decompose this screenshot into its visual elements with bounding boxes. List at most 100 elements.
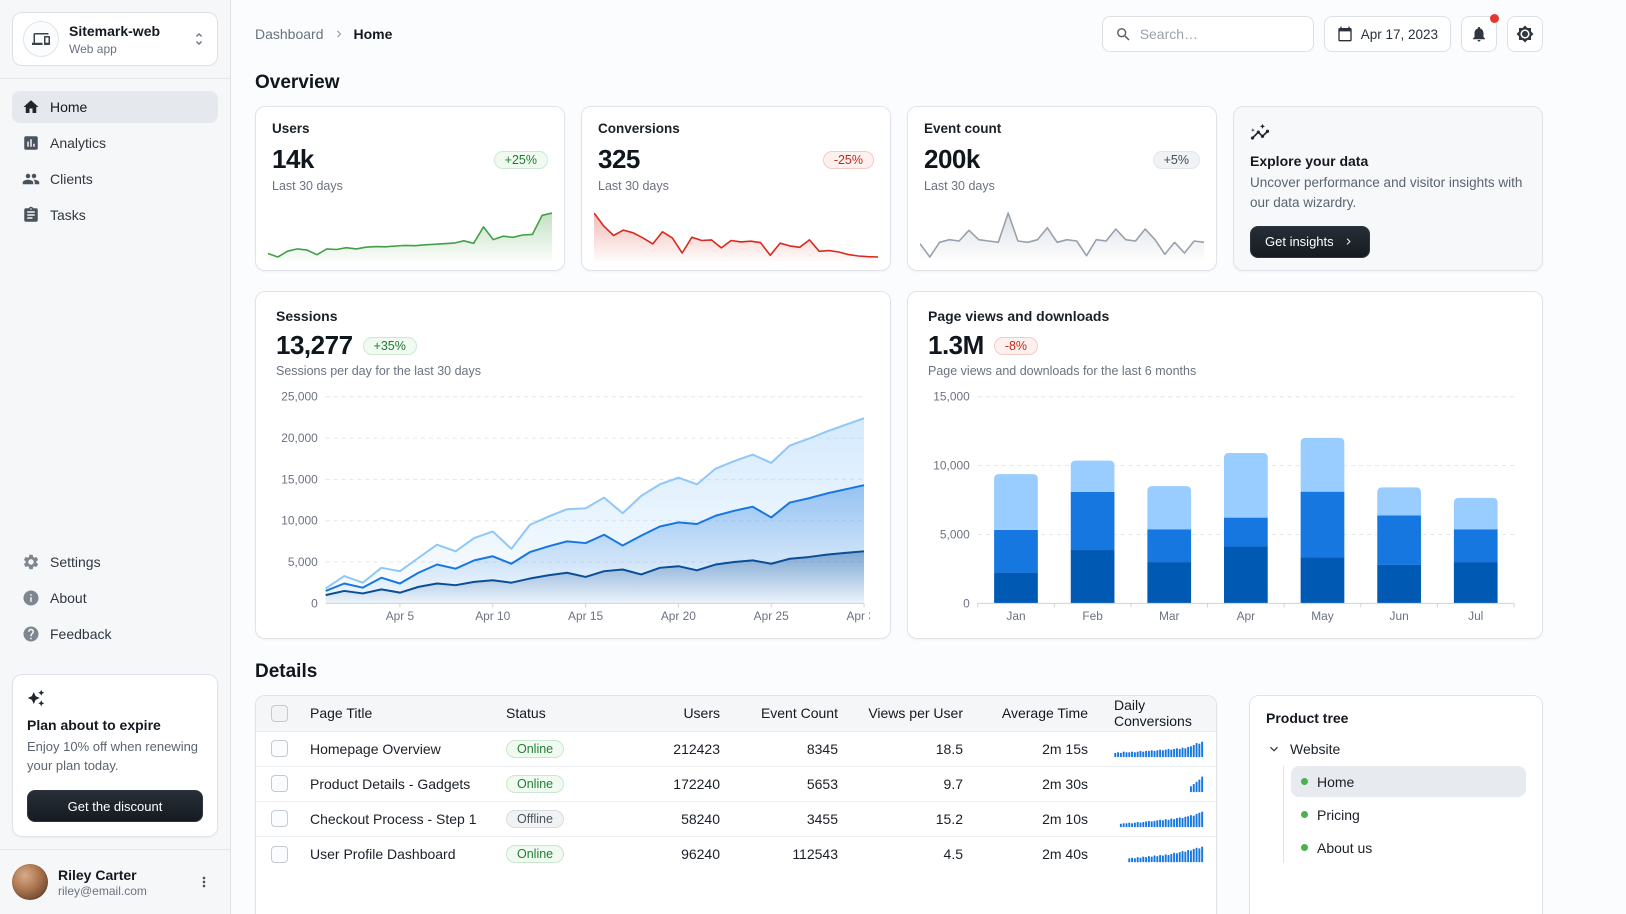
row-checkbox[interactable] bbox=[270, 810, 288, 828]
svg-text:0: 0 bbox=[963, 596, 970, 610]
chevron-right-icon bbox=[332, 27, 346, 41]
stat-value: 325 bbox=[598, 144, 640, 174]
table-header-row: Page Title Status Users Event Count View… bbox=[256, 696, 1216, 731]
tree-children: Home Pricing About us bbox=[1283, 766, 1526, 863]
chevron-down-icon bbox=[1266, 741, 1282, 757]
row-checkbox[interactable] bbox=[270, 775, 288, 793]
green-dot-icon bbox=[1301, 778, 1308, 785]
stat-card-conversions[interactable]: Conversions 325 -25% Last 30 days bbox=[581, 106, 891, 271]
sessions-chart-card[interactable]: Sessions 13,277 +35% Sessions per day fo… bbox=[255, 291, 891, 639]
avatar bbox=[12, 864, 48, 900]
breadcrumb: Dashboard Home bbox=[255, 26, 392, 42]
sidebar-item-tasks[interactable]: Tasks bbox=[12, 199, 218, 231]
breadcrumb-home: Home bbox=[353, 26, 393, 42]
people-icon bbox=[22, 170, 40, 188]
daily-conversions-sparkbars bbox=[1114, 738, 1208, 760]
sidebar-item-home[interactable]: Home bbox=[12, 91, 218, 123]
table-row[interactable]: Product Details - Gadgets Online 172240 … bbox=[256, 765, 1216, 801]
get-insights-button[interactable]: Get insights bbox=[1250, 225, 1370, 258]
charts-row: Sessions 13,277 +35% Sessions per day fo… bbox=[255, 291, 1543, 639]
sparkle-icon bbox=[27, 689, 203, 707]
table-row[interactable]: Homepage Overview Online 212423 8345 18.… bbox=[256, 730, 1216, 766]
select-all-checkbox[interactable] bbox=[270, 705, 288, 723]
svg-text:10,000: 10,000 bbox=[281, 514, 318, 528]
svg-text:May: May bbox=[1311, 609, 1334, 623]
workspace-type: Web app bbox=[69, 41, 117, 56]
table-row[interactable]: User Profile Dashboard Online 96240 1125… bbox=[256, 835, 1216, 871]
user-email: riley@email.com bbox=[58, 883, 147, 898]
unfold-more-icon bbox=[191, 31, 207, 47]
svg-text:Apr 25: Apr 25 bbox=[754, 609, 789, 623]
details-table-card: Page Title Status Users Event Count View… bbox=[255, 695, 1217, 914]
product-tree-card: Product tree Website Home Pricing bbox=[1249, 695, 1543, 914]
tree-item-pricing[interactable]: Pricing bbox=[1291, 799, 1526, 830]
daily-conversions-sparkbars bbox=[1114, 773, 1208, 795]
bell-icon bbox=[1470, 25, 1488, 43]
trend-chip: +5% bbox=[1152, 150, 1200, 169]
search-input[interactable] bbox=[1139, 26, 1321, 42]
search-box bbox=[1101, 16, 1321, 52]
sessions-area-chart: 0 5,000 10,000 15,000 20,000 25,000 Apr 5 Apr 1… bbox=[276, 388, 870, 630]
svg-text:Jul: Jul bbox=[1468, 609, 1483, 623]
daily-conversions-sparkbars bbox=[1114, 843, 1208, 865]
svg-text:10,000: 10,000 bbox=[933, 459, 970, 473]
search-icon bbox=[1115, 26, 1132, 43]
info-icon bbox=[22, 589, 40, 607]
svg-text:5,000: 5,000 bbox=[288, 555, 318, 569]
sidebar: Sitemark-web Web app Home Analytics Clie… bbox=[0, 0, 231, 914]
tree-item-home[interactable]: Home bbox=[1291, 766, 1526, 797]
conversions-sparkline bbox=[594, 201, 878, 270]
green-dot-icon bbox=[1301, 844, 1308, 851]
workspace-name: Sitemark-web bbox=[69, 22, 161, 39]
stat-card-event-count[interactable]: Event count 200k +5% Last 30 days bbox=[907, 106, 1217, 271]
daily-conversions-sparkbars bbox=[1114, 808, 1208, 830]
theme-toggle-button[interactable] bbox=[1507, 16, 1543, 52]
product-tree-title: Product tree bbox=[1266, 710, 1349, 726]
svg-text:Feb: Feb bbox=[1082, 609, 1103, 623]
tree-item-about-us[interactable]: About us bbox=[1291, 832, 1526, 863]
user-profile: Riley Carter riley@email.com bbox=[0, 849, 230, 914]
date-picker-button[interactable]: Apr 17, 2023 bbox=[1323, 16, 1451, 52]
svg-text:Apr 30: Apr 30 bbox=[846, 609, 870, 623]
svg-text:Apr: Apr bbox=[1237, 609, 1256, 623]
devices-icon bbox=[23, 21, 59, 57]
status-badge: Offline bbox=[506, 809, 564, 828]
row-checkbox[interactable] bbox=[270, 845, 288, 863]
svg-text:Apr 5: Apr 5 bbox=[386, 609, 415, 623]
status-badge: Online bbox=[506, 739, 565, 758]
green-dot-icon bbox=[1301, 811, 1308, 818]
svg-text:5,000: 5,000 bbox=[940, 527, 970, 541]
sidebar-item-about[interactable]: About bbox=[12, 582, 218, 614]
trend-chip: +25% bbox=[493, 150, 548, 169]
sidebar-item-clients[interactable]: Clients bbox=[12, 163, 218, 195]
stat-cards-row: Users 14k +25% Last 30 days Conversions … bbox=[255, 106, 1543, 271]
insights-icon bbox=[1250, 123, 1526, 143]
plan-card-body: Enjoy 10% off when renewing your plan to… bbox=[27, 739, 199, 774]
sidebar-item-feedback[interactable]: Feedback bbox=[12, 618, 218, 650]
sidebar-secondary-nav: Settings About Feedback bbox=[0, 534, 230, 662]
home-icon bbox=[22, 98, 40, 116]
notifications-button[interactable] bbox=[1461, 14, 1499, 52]
breadcrumb-dashboard[interactable]: Dashboard bbox=[255, 26, 324, 42]
sun-icon bbox=[1516, 25, 1534, 43]
row-checkbox[interactable] bbox=[270, 740, 288, 758]
svg-text:25,000: 25,000 bbox=[281, 390, 318, 404]
stat-card-users[interactable]: Users 14k +25% Last 30 days bbox=[255, 106, 565, 271]
status-badge: Online bbox=[506, 774, 565, 793]
workspace-selector[interactable]: Sitemark-web Web app bbox=[12, 12, 218, 66]
svg-text:Apr 20: Apr 20 bbox=[661, 609, 696, 623]
sidebar-item-settings[interactable]: Settings bbox=[12, 546, 218, 578]
trend-chip: +35% bbox=[362, 336, 417, 355]
user-menu-button[interactable] bbox=[190, 868, 218, 896]
pageviews-chart-card[interactable]: Page views and downloads 1.3M -8% Page v… bbox=[907, 291, 1543, 639]
explore-title: Explore your data bbox=[1250, 153, 1369, 169]
tree-node-website[interactable]: Website bbox=[1266, 734, 1526, 764]
details-table: Page Title Status Users Event Count View… bbox=[256, 696, 1216, 871]
sidebar-item-analytics[interactable]: Analytics bbox=[12, 127, 218, 159]
clipboard-icon bbox=[22, 206, 40, 224]
get-discount-button[interactable]: Get the discount bbox=[27, 790, 203, 822]
chevron-right-icon bbox=[1342, 235, 1355, 248]
gear-icon bbox=[22, 553, 40, 571]
table-row[interactable]: Checkout Process - Step 1 Offline 58240 … bbox=[256, 800, 1216, 836]
plan-expiry-card: Plan about to expire Enjoy 10% off when … bbox=[12, 674, 218, 837]
